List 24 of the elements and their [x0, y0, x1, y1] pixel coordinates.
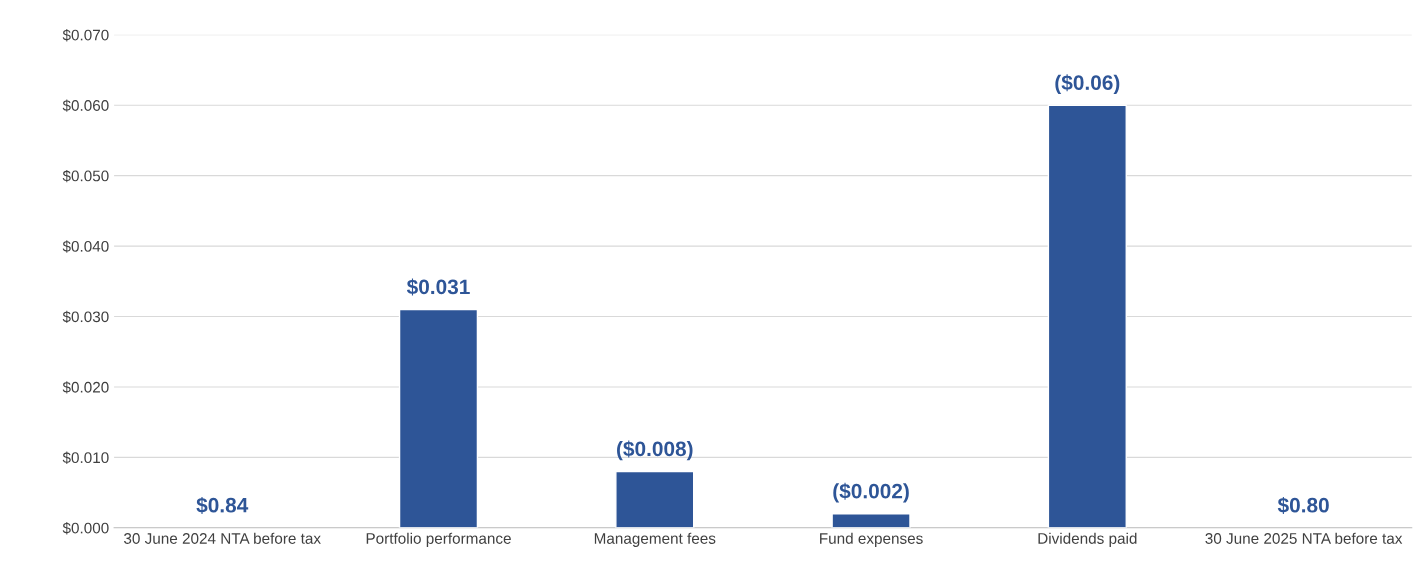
bar: [615, 470, 695, 528]
bar: [831, 513, 911, 528]
y-tick-label: $0.030: [62, 310, 109, 324]
x-tick-label: 30 June 2024 NTA before tax: [124, 532, 321, 544]
x-tick-label: 30 June 2025 NTA before tax: [1205, 532, 1403, 544]
data-label: ($0.008): [617, 440, 693, 461]
y-tick-label: $0.020: [62, 381, 109, 394]
data-label: ($0.06): [1055, 74, 1120, 95]
x-tick-label: Fund expenses: [820, 532, 923, 547]
bar: [398, 308, 479, 528]
x-tick-label: Dividends paid: [1038, 532, 1137, 547]
y-tick-label: $0.060: [62, 99, 109, 112]
y-tick-label: $0.050: [62, 169, 109, 183]
y-tick-label: $0.000: [62, 522, 109, 535]
data-label: $0.031: [406, 278, 470, 296]
x-tick-label: Portfolio performance: [366, 532, 511, 547]
text: $0.84: [196, 496, 249, 514]
y-tick-label: $0.040: [62, 240, 109, 253]
data-label: ($0.002): [833, 482, 909, 503]
bar: [1047, 104, 1127, 528]
text: $0.80: [1277, 496, 1329, 514]
y-tick-label: $0.070: [62, 29, 109, 42]
y-tick-label: $0.010: [62, 451, 109, 464]
x-tick-label: Management fees: [594, 532, 716, 547]
